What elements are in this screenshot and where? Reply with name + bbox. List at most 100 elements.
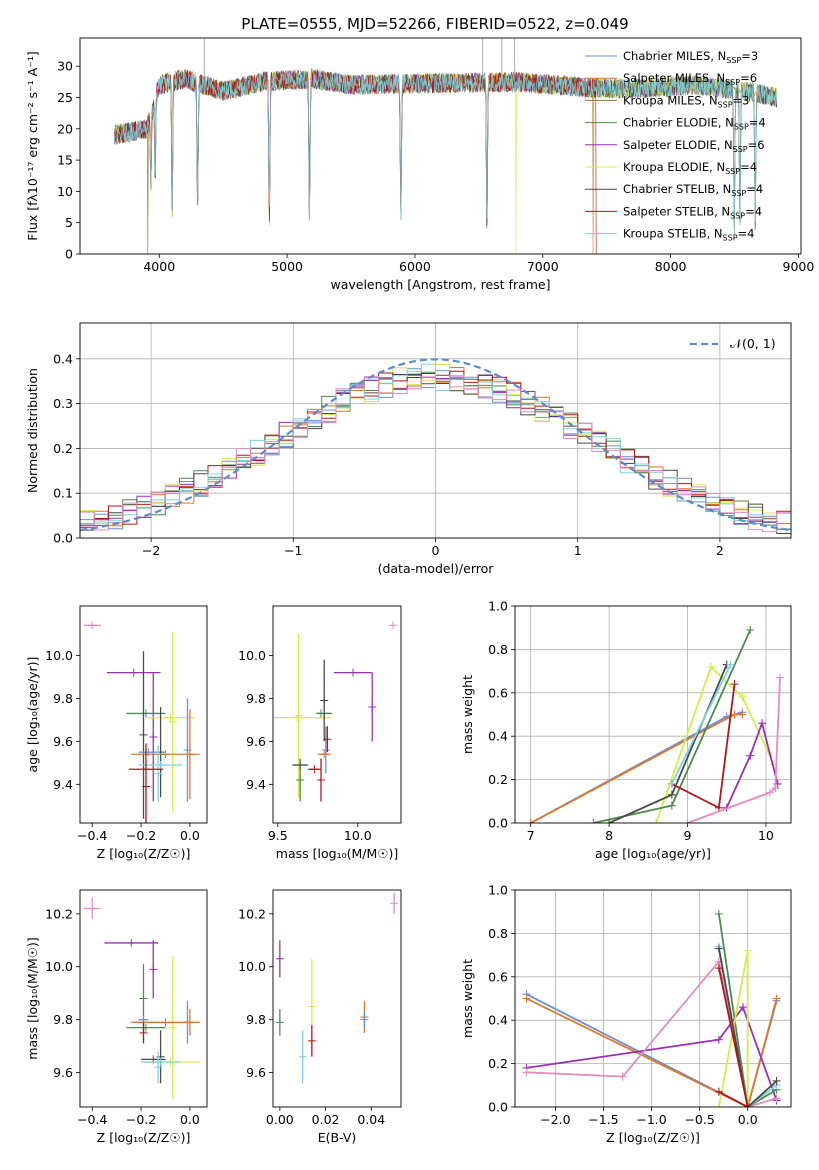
weight-line-extra <box>687 677 781 823</box>
axes-frame <box>514 605 792 824</box>
y-axis-label: mass [log₁₀(M/M☉)] <box>25 937 40 1059</box>
x-tick-label: 10 <box>758 828 774 843</box>
data-point <box>185 1018 194 1027</box>
legend-label: Chabrier STELIB, NSSP=4 <box>623 182 763 198</box>
x-tick-label: 0.02 <box>312 1112 340 1127</box>
y-tick-label: 15 <box>57 153 73 168</box>
y-tick-label: 0.2 <box>488 1056 508 1071</box>
data-point <box>127 938 136 947</box>
weight-marker <box>522 994 531 1003</box>
data-point <box>161 1018 170 1027</box>
weight-marker <box>730 710 739 719</box>
x-tick-label: 5000 <box>271 259 303 274</box>
data-point <box>389 621 397 630</box>
axes-5: −0.4 −0.2 0.0 9.6 9.8 10.0 10.2 Z [log₁₀(Z/Z☉)]… <box>25 889 208 1145</box>
spectrum-line-salpeter-stelib <box>114 69 597 254</box>
data-point <box>296 776 305 785</box>
weight-marker <box>738 693 747 702</box>
data-point <box>275 954 284 963</box>
weight-marker <box>714 944 723 953</box>
x-tick-label: 0.0 <box>180 1112 200 1127</box>
x-axis-label: (data-model)/error <box>378 561 495 576</box>
axes-frame <box>79 37 802 255</box>
legend-label: Chabrier MILES, NSSP=3 <box>623 49 758 65</box>
x-tick-label: 9 <box>684 828 692 843</box>
weight-marker <box>757 719 766 728</box>
weight-marker <box>522 1068 531 1077</box>
data-point <box>307 1002 316 1011</box>
x-tick-label: −1.5 <box>588 1112 618 1127</box>
y-axis-label: mass weight <box>460 675 475 754</box>
y-tick-label: 0.2 <box>53 441 73 456</box>
data-point <box>317 776 325 785</box>
x-tick-label: 9000 <box>783 259 815 274</box>
y-tick-label: 0.1 <box>53 486 73 501</box>
weight-marker <box>743 946 752 955</box>
y-tick-label: 10.2 <box>45 906 73 921</box>
plot-area-4 <box>515 606 791 823</box>
plot-area-0 <box>114 38 778 254</box>
weight-line-chabrier-stelib <box>608 664 728 823</box>
x-tick-label: 0 <box>432 543 440 558</box>
x-tick-label: −1 <box>284 543 302 558</box>
y-tick-label: 0.0 <box>53 531 73 546</box>
axes-frame <box>272 889 402 1108</box>
data-point <box>154 769 163 778</box>
data-point <box>168 718 177 727</box>
data-point <box>154 1063 163 1072</box>
legend-label: Kroupa MILES, NSSP=3 <box>623 93 749 109</box>
y-tick-label: 10.0 <box>238 648 266 663</box>
legend-label: Salpeter STELIB, NSSP=4 <box>623 204 762 220</box>
weight-line-chabrier-elodie <box>718 913 778 1107</box>
x-tick-label: 6000 <box>399 259 431 274</box>
plot-area-3 <box>273 621 397 802</box>
legend-label: Kroupa ELODIE, NSSP=4 <box>623 160 757 176</box>
y-axis-label: mass weight <box>460 959 475 1038</box>
data-point <box>141 782 150 791</box>
weight-line-chabrier-stelib <box>718 948 778 1107</box>
y-tick-label: 10.0 <box>238 959 266 974</box>
x-tick-label: 0.04 <box>357 1112 385 1127</box>
y-tick-label: 0 <box>65 247 73 262</box>
y-axis-label: Normed distribution <box>25 368 40 493</box>
y-tick-label: 25 <box>57 90 73 105</box>
data-point <box>185 750 194 759</box>
plot-area-1 <box>80 323 791 538</box>
weight-marker <box>730 680 739 689</box>
weight-line-salpeter-miles <box>530 713 743 823</box>
weight-marker <box>726 660 735 669</box>
y-tick-label: 0.0 <box>488 1100 508 1115</box>
x-tick-label: 1 <box>574 543 582 558</box>
weight-marker <box>772 994 781 1003</box>
weight-marker <box>526 819 535 823</box>
y-tick-label: 10.0 <box>45 959 73 974</box>
data-point <box>293 713 301 722</box>
y-tick-label: 0.6 <box>488 685 508 700</box>
weight-marker <box>772 1076 781 1085</box>
legend-label: 𝒩(0, 1) <box>730 336 776 351</box>
data-point <box>149 733 158 742</box>
data-point <box>320 696 329 705</box>
y-tick-label: 9.4 <box>53 777 73 792</box>
y-tick-label: 0.4 <box>488 729 508 744</box>
weight-marker <box>605 819 614 823</box>
legend-label: Kroupa STELIB, NSSP=4 <box>623 227 754 243</box>
data-point <box>298 1052 307 1061</box>
data-point <box>139 994 148 1003</box>
weight-line-salpeter-stelib <box>718 967 749 1107</box>
x-tick-label: −1.0 <box>636 1112 666 1127</box>
weight-marker <box>667 790 676 799</box>
weight-line-kroupa-stelib <box>670 664 732 785</box>
weight-marker <box>746 751 755 760</box>
weight-marker <box>667 779 676 788</box>
weight-line-salpeter-stelib <box>671 683 736 810</box>
y-tick-label: 10.2 <box>238 906 266 921</box>
data-point <box>88 621 97 630</box>
x-tick-label: 0.00 <box>266 1112 294 1127</box>
data-point <box>88 904 97 913</box>
y-tick-label: 0.4 <box>53 351 73 366</box>
data-point <box>368 702 377 711</box>
x-tick-label: 8000 <box>655 259 687 274</box>
data-point <box>321 745 330 754</box>
axes-frame <box>79 889 208 1108</box>
